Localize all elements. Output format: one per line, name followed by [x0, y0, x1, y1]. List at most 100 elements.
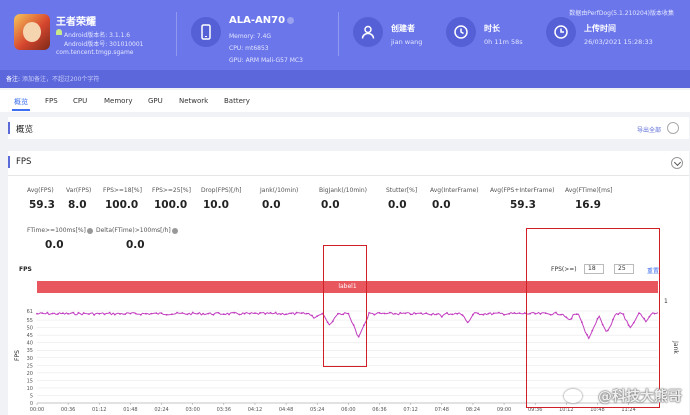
device-memory: Memory: 7.4G	[229, 33, 272, 40]
y-tick-label: 15	[27, 378, 33, 384]
metric-var-fps: Var(FPS) 8.0	[66, 187, 92, 211]
version-note: 数据由PerfDog(5.1.210204)版本收集	[569, 10, 674, 17]
fps-point	[77, 311, 80, 314]
android-icon	[56, 29, 62, 35]
fps-point	[591, 329, 594, 332]
fps-point	[586, 333, 588, 336]
y-tick-label: 55	[27, 318, 33, 324]
fps-point	[41, 312, 44, 314]
fps-point	[425, 312, 428, 314]
fps-point	[108, 311, 111, 314]
fps-point	[228, 313, 230, 316]
tab-memory[interactable]: Memory	[104, 97, 133, 105]
remark-bar[interactable]: 备注: 添加备注，不超过200个字符	[0, 70, 690, 88]
duration-value: 0h 11m 58s	[484, 38, 523, 46]
fps-point	[498, 311, 500, 314]
fps-point	[300, 312, 303, 315]
fps-point	[544, 312, 547, 315]
fps-point	[534, 312, 537, 315]
fps-point	[103, 313, 106, 316]
tab-gpu[interactable]: GPU	[148, 97, 163, 105]
tab-fps[interactable]: FPS	[45, 97, 58, 105]
fps-point	[62, 312, 64, 314]
fps-point	[560, 313, 562, 316]
fps-point	[93, 314, 95, 316]
fps-point	[285, 313, 287, 316]
metric-ftime-100: FTime>=100ms[%] 0.0	[27, 227, 93, 251]
y-tick-label: 40	[27, 341, 33, 347]
tab-overview[interactable]: 概览	[14, 98, 28, 106]
creator-value: jian wang	[391, 38, 423, 46]
collapse-icon[interactable]	[671, 157, 683, 169]
y-tick-label: 0	[30, 401, 33, 407]
fps-point	[129, 312, 132, 315]
fps-point	[139, 313, 142, 316]
fps-point	[305, 312, 308, 315]
y-tick-label: 25	[27, 363, 33, 369]
fps-point	[461, 314, 464, 317]
expand-icon[interactable]	[667, 122, 679, 134]
metric-fps-18: FPS>=18[%] 100.0	[103, 187, 142, 211]
fps-point	[606, 329, 609, 332]
tab-battery[interactable]: Battery	[224, 97, 250, 105]
x-tick-label: 00:36	[61, 407, 75, 413]
fps-point	[529, 312, 531, 315]
x-tick-label: 11:24	[621, 407, 635, 413]
remark-key: 备注:	[6, 76, 21, 83]
fps-point	[176, 311, 179, 314]
fps-point	[238, 313, 241, 316]
metric-avg-ftime: Avg(FTime)[ms] 16.9	[565, 187, 613, 211]
reset-button[interactable]: 重置	[647, 268, 660, 275]
threshold-label: FPS(>=)	[551, 266, 577, 273]
label-band[interactable]: label1	[37, 281, 658, 293]
fps-point	[456, 313, 459, 315]
fps-point	[409, 313, 412, 316]
x-tick-label: 06:36	[372, 407, 386, 413]
fps-point	[368, 312, 370, 314]
y-axis-label: FPS	[13, 350, 21, 361]
fps-point	[217, 312, 220, 314]
metric-stutter: Stutter[%] 0.0	[386, 187, 418, 211]
y-tick-label: 35	[27, 348, 33, 354]
creator-label: 创建者	[391, 24, 415, 33]
fps-point	[311, 314, 313, 317]
remark-input[interactable]: 添加备注，不超过200个字符	[21, 76, 100, 83]
fps-point	[222, 313, 225, 315]
y-tick-label: 45	[27, 333, 33, 339]
fps-point	[549, 313, 552, 316]
fps-title: FPS	[16, 157, 32, 167]
x-tick-label: 10:12	[559, 407, 573, 413]
fps-point	[264, 313, 267, 315]
fps-point	[627, 324, 630, 327]
tab-cpu[interactable]: CPU	[73, 97, 88, 105]
fps-point	[435, 313, 438, 316]
fps-point	[466, 321, 469, 324]
fps-point	[88, 313, 90, 315]
x-tick-label: 06:00	[341, 407, 355, 413]
fps-point	[420, 312, 422, 314]
export-all-link[interactable]: 导出全部	[636, 127, 661, 134]
watermark: @科技大熊哥	[598, 389, 682, 405]
report-header: 王者荣耀 Android版本名: 3.1.1.6 Android版本号: 301…	[0, 0, 690, 70]
fps-point	[51, 312, 54, 315]
tab-bar: 概览 FPS CPU Memory GPU Network Battery	[0, 90, 690, 112]
history-icon	[546, 17, 576, 47]
fps-point	[575, 313, 578, 316]
threshold-input-2[interactable]: 25	[614, 264, 634, 274]
fps-point	[632, 321, 635, 324]
tab-network[interactable]: Network	[179, 97, 209, 105]
fps-point	[352, 324, 355, 326]
fps-point	[472, 313, 474, 316]
fps-point	[492, 312, 495, 315]
fps-point	[601, 323, 604, 326]
fps-point	[134, 312, 137, 315]
annotation-box-1	[323, 245, 367, 367]
fps-point	[487, 312, 490, 315]
help-icon[interactable]	[86, 227, 93, 234]
help-icon[interactable]	[171, 227, 178, 234]
threshold-input-1[interactable]: 18	[584, 264, 604, 274]
metric-drop-fps: Drop(FPS)[/h] 10.0	[201, 187, 242, 211]
right-axis-label: Jank	[671, 341, 679, 354]
fps-point	[212, 313, 215, 316]
fps-point	[46, 311, 49, 314]
